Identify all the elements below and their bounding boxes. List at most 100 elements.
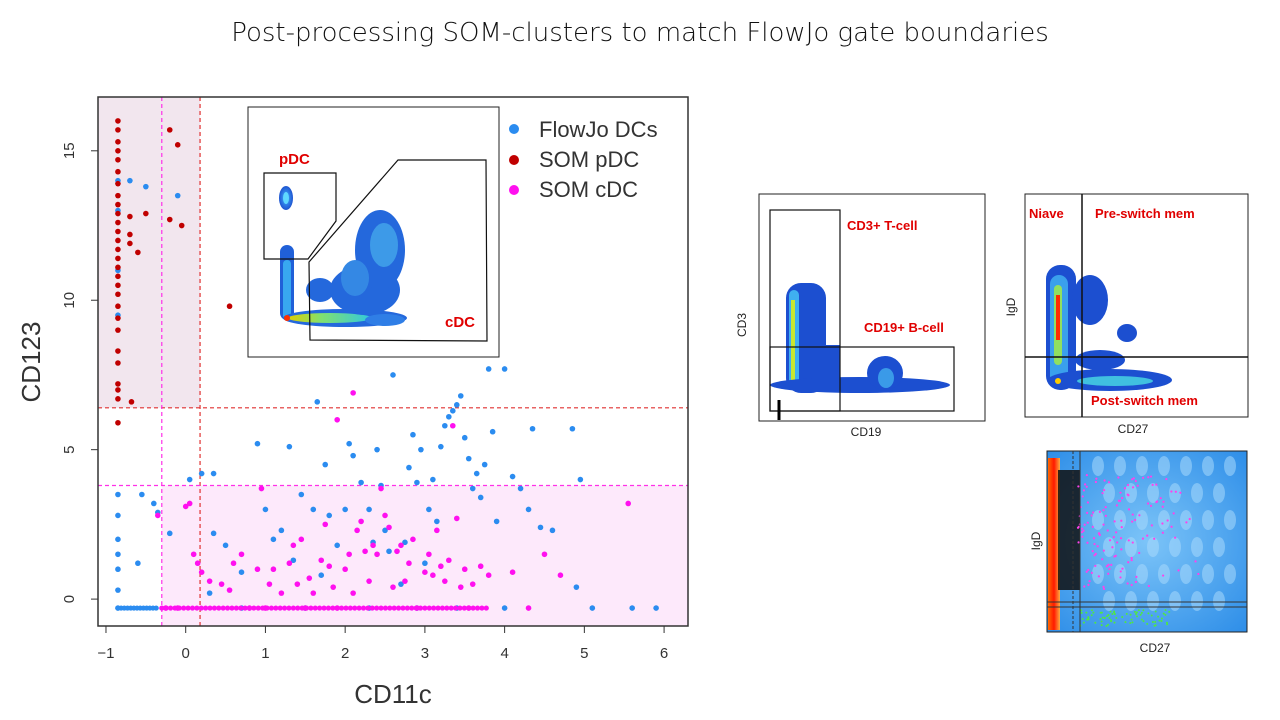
point-flowjo-dc	[366, 506, 372, 513]
igd-gate-label-postswitch: Post-switch mem	[1091, 393, 1198, 408]
point-som-pdc	[143, 210, 149, 217]
point-flowjo-dc	[489, 428, 496, 435]
point-flowjo-dc	[210, 470, 217, 477]
igd2-magenta-dot	[1138, 514, 1141, 517]
point-flowjo-dc	[457, 393, 464, 399]
igd2-magenta-dot	[1121, 496, 1124, 500]
igd2-magenta-dot	[1162, 500, 1165, 503]
igd2-magenta-dot	[1106, 529, 1109, 532]
point-som-pdc	[174, 142, 181, 148]
igd2-green-dot	[1099, 618, 1102, 621]
igd-gate-label-naive: Niave	[1029, 206, 1064, 221]
igd2-magenta-dot	[1083, 523, 1086, 526]
igd2-green-dot	[1139, 613, 1142, 616]
point-som-pdc	[135, 249, 141, 256]
igd2-green-dot	[1080, 611, 1083, 614]
igd2-green-dot	[1115, 617, 1118, 620]
igd2-green-dot	[1091, 609, 1094, 612]
point-flowjo-dc	[115, 491, 121, 498]
x-tick-label: 4	[500, 645, 508, 662]
point-flowjo-dc	[238, 569, 245, 576]
point-som-pdc	[115, 127, 121, 133]
igd2-magenta-dot	[1102, 587, 1106, 591]
point-som-cdc-baseline	[260, 605, 266, 611]
igd2-magenta-dot	[1113, 555, 1116, 558]
igd2-magenta-dot	[1095, 477, 1098, 480]
point-som-cdc-baseline	[448, 605, 454, 611]
igd2-magenta-dot	[1098, 510, 1102, 514]
point-som-cdc	[154, 512, 161, 519]
point-flowjo-dc	[426, 506, 432, 513]
igd2-magenta-dot	[1108, 539, 1112, 542]
igd2-magenta-dot	[1146, 534, 1149, 537]
point-som-cdc-baseline	[352, 605, 358, 611]
texture-blob	[1224, 456, 1236, 476]
point-flowjo-baseline	[153, 605, 159, 611]
texture-blob	[1202, 564, 1214, 584]
igd2-green-dot	[1086, 618, 1089, 621]
x-tick-label: 3	[421, 645, 429, 662]
x-tick-label: 6	[660, 645, 668, 662]
point-flowjo-dc	[310, 506, 317, 513]
point-som-pdc	[115, 327, 121, 333]
panel-igd-cd27-som: CD27 IgD	[1029, 450, 1248, 655]
igd2-magenta-dot	[1120, 548, 1123, 551]
point-som-cdc	[485, 572, 492, 578]
igd2-green-dot	[1158, 619, 1161, 622]
point-som-cdc	[322, 521, 329, 528]
point-flowjo-dc	[382, 527, 388, 534]
igd2-magenta-dot	[1153, 537, 1156, 540]
point-flowjo-dc	[358, 479, 364, 486]
point-som-pdc	[115, 246, 121, 253]
igd2-magenta-dot	[1103, 479, 1106, 482]
point-som-cdc-baseline	[409, 605, 415, 611]
igd2-magenta-dot	[1174, 536, 1177, 539]
x-tick-label: 0	[182, 645, 190, 662]
point-flowjo-dc	[115, 536, 121, 543]
igd2-magenta-dot	[1134, 479, 1137, 483]
igd2-magenta-dot	[1165, 477, 1168, 481]
igd2-magenta-dot	[1076, 526, 1080, 529]
igd2-magenta-dot	[1126, 582, 1129, 585]
point-som-pdc	[115, 387, 121, 393]
point-som-cdc	[406, 560, 412, 567]
igd2-green-dot	[1100, 624, 1103, 627]
point-som-cdc-baseline	[391, 605, 397, 611]
point-som-cdc-baseline	[466, 605, 472, 611]
igd2-magenta-dot	[1094, 480, 1097, 484]
igd2-magenta-dot	[1104, 514, 1107, 518]
point-som-pdc	[115, 168, 121, 175]
point-som-cdc-baseline	[325, 605, 332, 611]
igd2-magenta-dot	[1090, 514, 1093, 517]
point-som-cdc	[362, 548, 368, 555]
point-flowjo-dc	[326, 512, 333, 519]
igd2-magenta-dot	[1091, 511, 1095, 514]
igd2-magenta-dot	[1105, 565, 1109, 568]
igd2-green-dot	[1160, 617, 1163, 620]
igd2-magenta-dot	[1088, 579, 1091, 583]
igd2-green-dot	[1092, 611, 1095, 614]
legend-marker-pdc	[509, 155, 519, 165]
igd2-magenta-dot	[1159, 497, 1162, 500]
igd2-green-dot	[1087, 618, 1090, 621]
point-som-pdc	[115, 381, 121, 387]
igd2-green-dot	[1113, 621, 1116, 624]
igd2-magenta-points	[1076, 474, 1200, 591]
igd2-magenta-dot	[1185, 521, 1188, 524]
igd2-magenta-dot	[1177, 569, 1180, 572]
texture-blob	[1125, 483, 1137, 503]
point-flowjo-dc	[529, 425, 536, 432]
legend: FlowJo DCs SOM pDC SOM cDC	[509, 117, 658, 202]
texture-blob	[1180, 564, 1192, 584]
igd2-green-dot	[1151, 621, 1154, 624]
point-flowjo-dc	[115, 512, 121, 519]
inset-gate-pdc	[263, 172, 337, 260]
point-som-cdc	[258, 485, 265, 492]
point-som-cdc-baseline	[273, 605, 279, 611]
igd2-magenta-dot	[1108, 567, 1111, 571]
inset-density-blobs	[279, 186, 407, 327]
x-tick-label: 2	[341, 645, 349, 662]
igd2-magenta-dot	[1111, 546, 1114, 549]
point-flowjo-dc	[198, 470, 205, 477]
texture-blob	[1103, 483, 1115, 503]
